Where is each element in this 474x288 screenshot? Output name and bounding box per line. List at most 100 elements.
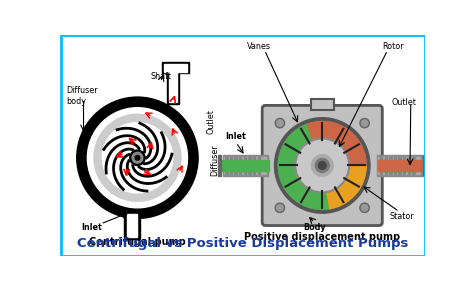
Bar xyxy=(164,64,187,71)
Text: Diffuser
body: Diffuser body xyxy=(66,86,98,106)
Wedge shape xyxy=(95,114,105,124)
Wedge shape xyxy=(91,179,101,188)
Text: Stator: Stator xyxy=(390,212,415,221)
Bar xyxy=(225,157,228,174)
Wedge shape xyxy=(82,132,93,141)
Text: Centrifugal vs Positive Displacement Pumps: Centrifugal vs Positive Displacement Pum… xyxy=(77,237,409,250)
Circle shape xyxy=(275,118,284,128)
Bar xyxy=(423,155,427,176)
Wedge shape xyxy=(89,176,99,184)
Wedge shape xyxy=(184,154,193,158)
Bar xyxy=(378,157,420,174)
Circle shape xyxy=(319,162,326,169)
Wedge shape xyxy=(178,176,189,184)
Bar xyxy=(239,157,241,174)
Wedge shape xyxy=(140,101,146,110)
Wedge shape xyxy=(132,100,137,110)
Wedge shape xyxy=(162,109,171,119)
Wedge shape xyxy=(79,163,89,169)
Wedge shape xyxy=(79,159,88,165)
Wedge shape xyxy=(115,198,123,209)
Wedge shape xyxy=(166,190,176,200)
Bar xyxy=(384,157,387,174)
Bar xyxy=(223,155,267,176)
Wedge shape xyxy=(183,149,193,154)
Bar xyxy=(167,69,179,104)
Wedge shape xyxy=(79,167,90,174)
Wedge shape xyxy=(175,124,186,133)
Circle shape xyxy=(78,98,197,217)
FancyBboxPatch shape xyxy=(262,105,383,226)
Wedge shape xyxy=(128,202,133,212)
Wedge shape xyxy=(111,197,119,207)
Wedge shape xyxy=(106,107,115,117)
Wedge shape xyxy=(177,128,188,137)
Text: Vanes: Vanes xyxy=(247,42,271,51)
Text: Positive displacement pump: Positive displacement pump xyxy=(244,232,401,242)
Wedge shape xyxy=(108,195,116,205)
Text: Body: Body xyxy=(303,223,326,232)
Bar xyxy=(127,214,137,237)
Wedge shape xyxy=(79,146,89,152)
Wedge shape xyxy=(87,124,97,133)
Wedge shape xyxy=(180,172,190,180)
Text: Rotor: Rotor xyxy=(382,42,404,51)
Bar xyxy=(389,157,392,174)
Wedge shape xyxy=(179,132,190,140)
Wedge shape xyxy=(79,150,88,156)
Bar xyxy=(248,157,251,174)
Wedge shape xyxy=(171,118,181,127)
Wedge shape xyxy=(181,169,191,176)
Bar xyxy=(169,69,177,102)
Wedge shape xyxy=(92,118,102,127)
Circle shape xyxy=(315,158,329,173)
Bar xyxy=(377,155,421,176)
Circle shape xyxy=(135,156,140,160)
Circle shape xyxy=(89,109,186,206)
Wedge shape xyxy=(119,200,126,210)
Wedge shape xyxy=(172,185,182,194)
Bar xyxy=(378,160,425,171)
Wedge shape xyxy=(110,105,118,115)
Circle shape xyxy=(311,155,333,176)
Bar xyxy=(394,157,396,174)
Wedge shape xyxy=(104,193,113,203)
Wedge shape xyxy=(158,107,167,117)
Wedge shape xyxy=(88,173,98,180)
Circle shape xyxy=(360,203,369,213)
Text: Inlet: Inlet xyxy=(81,223,101,232)
Wedge shape xyxy=(173,121,183,130)
Bar xyxy=(257,157,260,174)
Bar xyxy=(219,160,269,171)
Wedge shape xyxy=(307,122,366,166)
Bar xyxy=(412,157,415,174)
Wedge shape xyxy=(182,140,192,147)
Wedge shape xyxy=(322,166,366,209)
Wedge shape xyxy=(164,193,173,203)
Wedge shape xyxy=(184,158,193,163)
Wedge shape xyxy=(137,101,141,110)
Wedge shape xyxy=(168,114,177,124)
Wedge shape xyxy=(169,188,179,198)
Text: Inlet: Inlet xyxy=(226,132,246,141)
Wedge shape xyxy=(182,165,192,171)
Bar xyxy=(230,157,232,174)
Circle shape xyxy=(278,122,366,209)
Bar xyxy=(310,99,334,110)
Circle shape xyxy=(130,150,145,166)
Wedge shape xyxy=(82,175,92,183)
Wedge shape xyxy=(102,109,111,119)
Wedge shape xyxy=(147,201,154,211)
Wedge shape xyxy=(79,155,88,160)
Wedge shape xyxy=(80,141,90,148)
Text: Outlet: Outlet xyxy=(392,98,416,107)
Bar xyxy=(253,157,255,174)
Wedge shape xyxy=(155,105,163,115)
Circle shape xyxy=(360,118,369,128)
Wedge shape xyxy=(123,201,129,211)
Wedge shape xyxy=(181,136,191,143)
Wedge shape xyxy=(148,102,155,112)
Wedge shape xyxy=(123,101,129,111)
Text: Outlet: Outlet xyxy=(207,109,216,134)
Bar xyxy=(408,157,410,174)
